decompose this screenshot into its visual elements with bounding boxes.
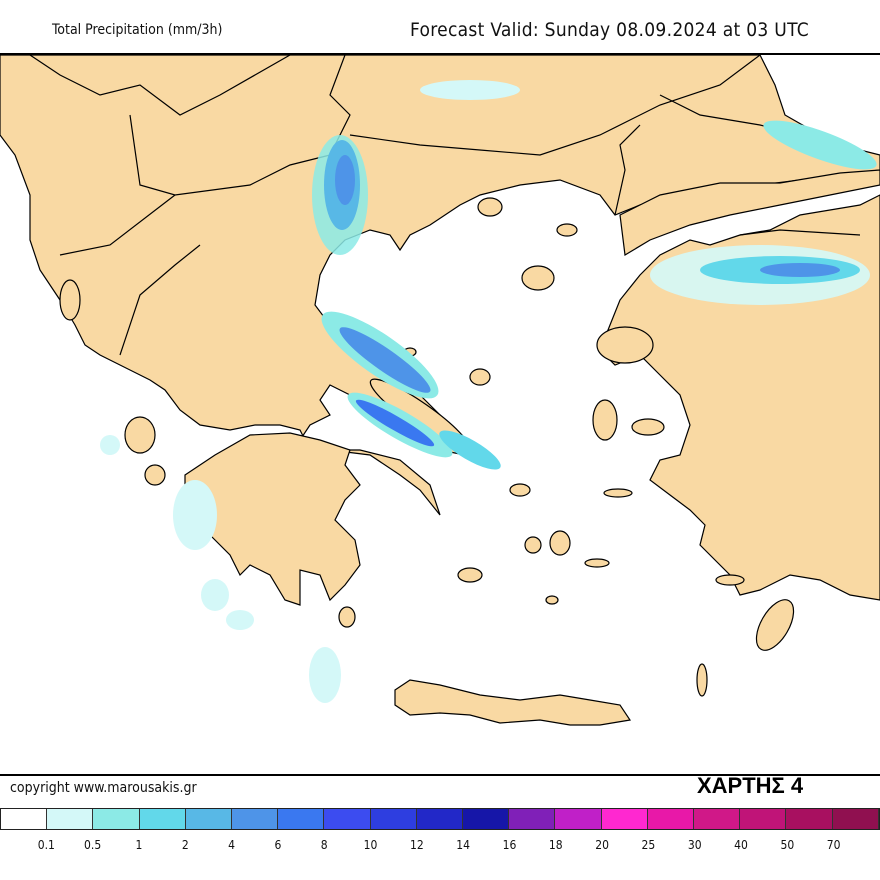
legend-tick-label: 25 [641, 838, 656, 852]
land-zakynthos [144, 464, 166, 486]
land-peloponnese [184, 432, 361, 606]
land-milos [457, 567, 483, 583]
legend-swatch [139, 809, 186, 829]
legend-tick-label: 0.5 [84, 838, 102, 852]
legend-tick-label: 2 [181, 838, 189, 852]
legend-swatch [324, 809, 371, 829]
legend-swatch [278, 809, 325, 829]
legend-swatch [93, 809, 140, 829]
legend-tick-label: 30 [687, 838, 702, 852]
land-santorini [545, 595, 559, 605]
legend-tick-label: 40 [734, 838, 748, 852]
land-rhodes [755, 599, 795, 651]
land-corfu [59, 279, 81, 321]
land-kythira [338, 606, 356, 628]
legend-tick-label: 0.1 [37, 838, 55, 852]
copyright: copyright www.marousakis.gr [10, 780, 197, 796]
precipitation-map: ΧΑΡΤΗΣ 4 [0, 53, 880, 798]
land-paros [524, 536, 542, 554]
precipitation-areas [100, 80, 877, 703]
legend-tick-label: 14 [456, 838, 471, 852]
legend-tick-label: 50 [780, 838, 795, 852]
legend-swatch [232, 809, 279, 829]
legend-tick-label: 4 [228, 838, 236, 852]
legend-swatch [370, 809, 417, 829]
legend-swatch [786, 809, 833, 829]
legend-swatch [416, 809, 464, 829]
legend-tick-label: 20 [595, 838, 609, 852]
legend-tick-label: 70 [826, 838, 841, 852]
land-amorgos [584, 558, 610, 568]
land-crete [394, 679, 632, 726]
legend-tick-label: 6 [274, 838, 282, 852]
land-kefalonia [124, 416, 156, 454]
legend-tick-label: 18 [548, 838, 563, 852]
legend-tick-label: 10 [363, 838, 378, 852]
legend-swatch [509, 809, 556, 829]
land-ikaria [603, 488, 633, 498]
land-skyros [469, 368, 491, 386]
color-legend [0, 808, 880, 830]
legend-swatch [832, 809, 879, 829]
legend-tick-label: 12 [409, 838, 424, 852]
land-thrace [619, 169, 880, 256]
legend-swatch [601, 809, 648, 829]
land-samothraki [556, 223, 578, 237]
land [0, 55, 880, 726]
map-canvas [0, 55, 880, 726]
legend-swatch [185, 809, 233, 829]
legend-swatch [1, 809, 48, 829]
legend-swatch [740, 809, 787, 829]
legend-ticks: 0.1 0.5 1 2 4 6 8 10 12 14 16 18 20 25 30 40 50 70 [0, 838, 880, 858]
land-lesvos [596, 326, 654, 364]
chart-title: Total Precipitation (mm/3h) [52, 22, 223, 38]
land-naxos [549, 530, 571, 556]
land-lemnos [521, 265, 555, 291]
legend-swatch [647, 809, 695, 829]
legend-tick-label: 1 [135, 838, 143, 852]
borders [29, 55, 861, 356]
legend-swatch [555, 809, 602, 829]
land-samos [631, 418, 665, 436]
land-andros [509, 483, 531, 497]
land-kos [715, 574, 745, 586]
land-thasos [477, 197, 503, 217]
map-label: ΧΑΡΤΗΣ 4 [697, 773, 804, 798]
land-karpathos [696, 663, 708, 697]
legend-swatch [47, 809, 94, 829]
legend-swatch [463, 809, 510, 829]
legend-tick-label: 8 [320, 838, 328, 852]
legend-swatch [694, 809, 741, 829]
legend-tick-label: 16 [502, 838, 517, 852]
forecast-valid-time: Forecast Valid: Sunday 08.09.2024 at 03 … [410, 19, 809, 41]
land-chios [592, 399, 618, 441]
